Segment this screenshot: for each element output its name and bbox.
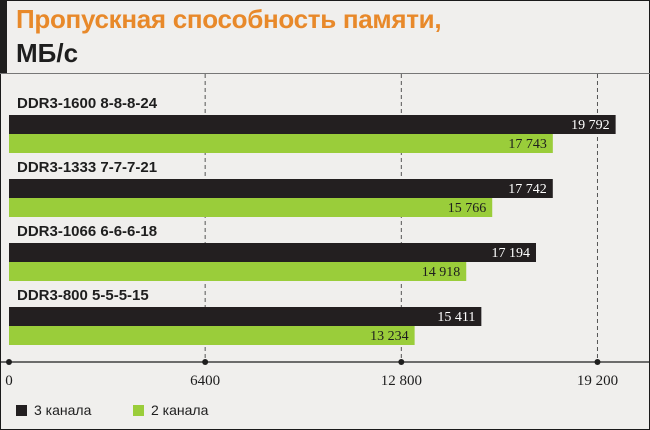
bar-s1-c3 — [9, 326, 415, 345]
data-label-s1-c0: 17 743 — [508, 137, 547, 152]
data-label-s1-c3: 13 234 — [370, 329, 409, 344]
data-label-s1-c1: 15 766 — [448, 201, 487, 216]
bar-s1-c2 — [9, 262, 467, 281]
category-label-3: DDR3-800 5-5-5-15 — [17, 287, 149, 304]
bar-s0-c3 — [9, 307, 482, 326]
legend-label-3-channels: 3 канала — [34, 402, 92, 418]
x-tick-label-3: 19 200 — [577, 373, 618, 389]
legend-item-2-channels: 2 канала — [133, 402, 208, 418]
title-divider — [0, 73, 650, 74]
category-label-0: DDR3-1600 8-8-8-24 — [17, 95, 158, 112]
bar-s0-c1 — [9, 179, 553, 198]
x-tick-label-1: 6400 — [190, 373, 220, 389]
x-tick-label-2: 12 800 — [381, 373, 422, 389]
bar-s0-c2 — [9, 243, 536, 262]
category-label-2: DDR3-1066 6-6-6-18 — [17, 223, 157, 240]
legend-swatch-3-channels — [16, 404, 27, 416]
category-label-1: DDR3-1333 7-7-7-21 — [17, 159, 157, 176]
chart-unit: МБ/с — [16, 38, 79, 68]
legend-item-3-channels: 3 канала — [16, 402, 91, 418]
title-accent-bar — [0, 0, 7, 74]
x-tick-marker-3 — [594, 359, 601, 365]
legend-label-2-channels: 2 канала — [151, 402, 209, 418]
x-tick-marker-0 — [6, 359, 12, 365]
bar-s1-c0 — [9, 134, 553, 153]
bar-s1-c1 — [9, 198, 493, 217]
data-label-s0-c1: 17 742 — [508, 182, 547, 197]
bar-s0-c0 — [9, 115, 616, 134]
x-tick-marker-2 — [398, 359, 405, 365]
data-label-s0-c3: 15 411 — [437, 310, 475, 325]
x-tick-marker-1 — [202, 359, 209, 365]
x-tick-label-0: 0 — [5, 373, 13, 389]
data-label-s0-c2: 17 194 — [491, 246, 530, 261]
legend-swatch-2-channels — [133, 404, 144, 416]
data-label-s0-c0: 19 792 — [571, 118, 610, 133]
chart-title: Пропускная способность памяти, — [16, 4, 442, 34]
bar-chart: DDR3-1600 8-8-8-24 19 792 17 743 DDR3-1333 … — [0, 74, 650, 389]
data-label-s1-c2: 14 918 — [422, 265, 461, 280]
